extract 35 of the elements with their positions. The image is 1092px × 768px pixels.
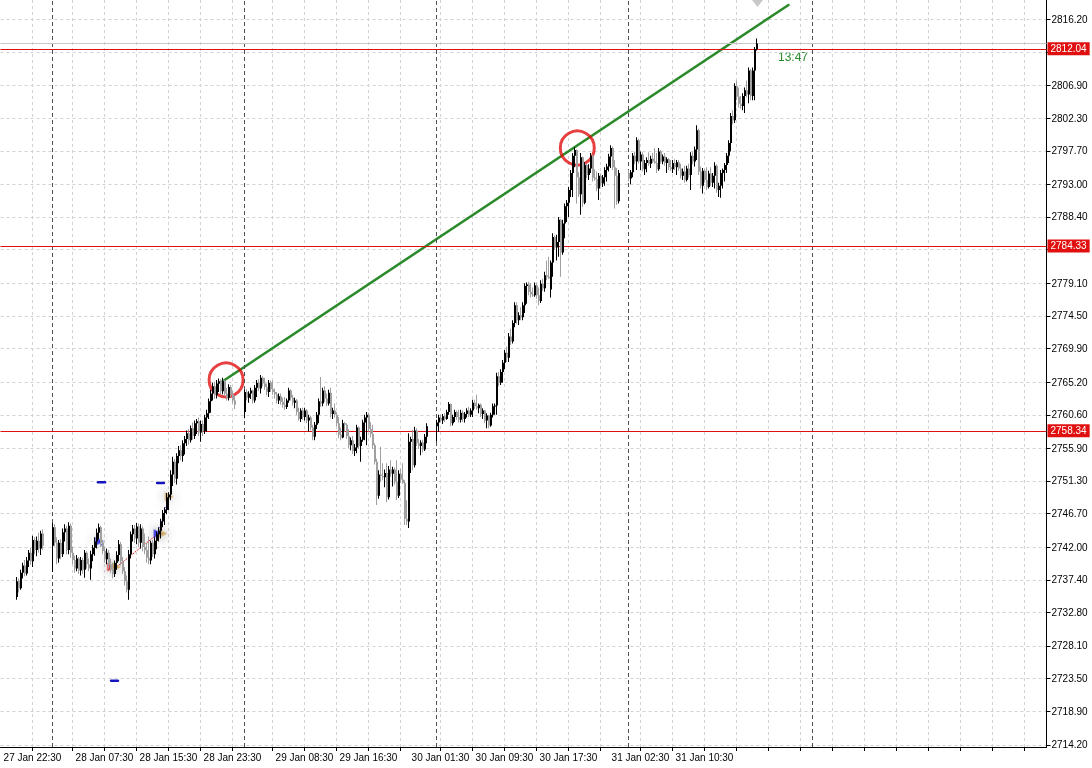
ref-line-label: 2812.04 bbox=[1050, 43, 1088, 55]
y-tick-label: 2755.90 bbox=[1051, 442, 1089, 454]
x-tick-label: 28 Jan 15:30 bbox=[139, 751, 198, 763]
x-tick-label: 30 Jan 09:30 bbox=[475, 751, 534, 763]
y-tick-label: 2737.40 bbox=[1051, 574, 1089, 586]
y-tick-label: 2793.00 bbox=[1051, 178, 1089, 190]
y-tick-label: 2723.50 bbox=[1051, 673, 1089, 685]
y-tick-label: 2765.20 bbox=[1051, 376, 1089, 388]
x-tick-label: 30 Jan 01:30 bbox=[411, 751, 470, 763]
x-tick-label: 30 Jan 17:30 bbox=[539, 751, 598, 763]
y-tick-label: 2742.00 bbox=[1051, 541, 1089, 553]
ref-line-label: 2758.34 bbox=[1050, 425, 1088, 437]
x-tick-label: 27 Jan 22:30 bbox=[3, 751, 62, 763]
x-tick-label: 31 Jan 10:30 bbox=[675, 751, 734, 763]
y-tick-label: 2732.80 bbox=[1051, 607, 1089, 619]
y-tick-label: 2746.70 bbox=[1051, 508, 1089, 520]
y-tick-label: 2774.50 bbox=[1051, 310, 1089, 322]
x-tick-label: 31 Jan 02:30 bbox=[611, 751, 670, 763]
x-tick-label: 28 Jan 07:30 bbox=[75, 751, 134, 763]
y-tick-label: 2718.90 bbox=[1051, 705, 1089, 717]
y-tick-label: 2728.10 bbox=[1051, 640, 1089, 652]
y-tick-label: 2769.90 bbox=[1051, 343, 1089, 355]
y-tick-label: 2760.60 bbox=[1051, 409, 1089, 421]
y-tick-label: 2806.90 bbox=[1051, 79, 1089, 91]
y-tick-label: 2779.10 bbox=[1051, 277, 1089, 289]
ref-line-label: 2784.33 bbox=[1050, 240, 1088, 252]
y-tick-label: 2714.20 bbox=[1051, 739, 1089, 751]
y-tick-label: 2751.30 bbox=[1051, 475, 1089, 487]
x-tick-label: 29 Jan 16:30 bbox=[339, 751, 398, 763]
y-tick-label: 2802.30 bbox=[1051, 112, 1089, 124]
x-tick-label: 29 Jan 08:30 bbox=[275, 751, 334, 763]
y-tick-label: 2797.70 bbox=[1051, 145, 1089, 157]
y-tick-label: 2816.20 bbox=[1051, 13, 1089, 25]
x-tick-label: 28 Jan 23:30 bbox=[203, 751, 262, 763]
y-tick-label: 2788.40 bbox=[1051, 211, 1089, 223]
